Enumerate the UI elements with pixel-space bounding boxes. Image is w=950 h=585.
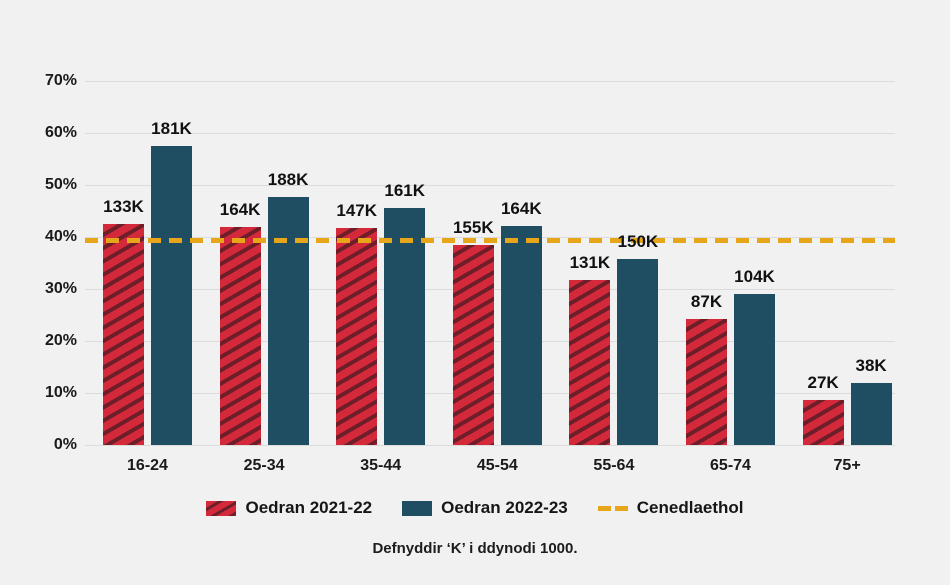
red-hatched-swatch-icon xyxy=(206,500,237,516)
bar-2021-22-65-74 xyxy=(686,318,727,445)
legend-label: Oedran 2021-22 xyxy=(245,498,373,517)
bar-2022-23-16-24 xyxy=(151,146,192,445)
bar-2021-22-55-64 xyxy=(569,280,611,445)
bar-2021-22-35-44 xyxy=(336,227,378,445)
bar-value-label: 27K xyxy=(807,372,839,392)
bar-value-label: 147K xyxy=(336,200,377,220)
bar-2022-23-75+ xyxy=(850,383,892,445)
gridline xyxy=(85,236,895,238)
bar-2022-23-65-74 xyxy=(734,294,775,445)
bar-value-label: 164K xyxy=(219,199,261,219)
gridline xyxy=(85,184,895,186)
bar-value-label: 131K xyxy=(569,253,611,273)
legend-item-2021-22: Oedran 2021-22 xyxy=(206,498,372,518)
bar-value-label: 155K xyxy=(452,217,494,237)
bar-2021-22-75+ xyxy=(802,399,844,445)
x-axis-category-label: 16-24 xyxy=(127,457,168,474)
gridline xyxy=(85,132,895,134)
x-axis-category-label: 45-54 xyxy=(476,457,518,474)
bar-value-label: 104K xyxy=(734,267,775,287)
bar-2022-23-35-44 xyxy=(384,207,426,445)
y-axis-tick-label: 0% xyxy=(53,436,77,453)
x-axis-category-label: 55-64 xyxy=(593,457,635,474)
teal-swatch-icon xyxy=(402,500,433,516)
legend-item-national: Cenedlaethol xyxy=(597,498,744,518)
x-axis-category-label: 65-74 xyxy=(710,457,751,474)
bar-2022-23-45-54 xyxy=(500,225,542,445)
x-axis-category-label: 75+ xyxy=(833,457,861,474)
bar-2022-23-25-34 xyxy=(267,197,309,445)
bar-2021-22-16-24 xyxy=(103,224,144,445)
gridline xyxy=(85,444,895,446)
bar-value-label: 133K xyxy=(103,197,144,216)
y-axis-tick-label: 20% xyxy=(44,332,77,349)
legend-item-2022-23: Oedran 2022-23 xyxy=(402,498,568,518)
bar-value-label: 161K xyxy=(384,180,425,200)
orange-dash-swatch-icon xyxy=(597,505,628,511)
bar-value-label: 181K xyxy=(151,119,192,138)
x-axis-category-label: 35-44 xyxy=(360,457,402,474)
y-axis: 0% 10% 20% 30% 40% 50% 60% 70% xyxy=(0,72,77,453)
plot-area: 133K 181K 16-24 164K 188K 25-34 147K 161K 35-44 1… xyxy=(85,80,895,474)
legend: Oedran 2021-22 Oedran 2022-23 Cenedlaeth… xyxy=(0,498,950,518)
y-axis-tick-label: 50% xyxy=(44,176,77,193)
bar-2022-23-55-64 xyxy=(617,259,659,445)
bar-2021-22-45-54 xyxy=(452,244,494,445)
footnote: Defnyddir ‘K’ i ddynodi 1000. xyxy=(372,540,578,557)
x-axis-category-label: 25-34 xyxy=(243,457,285,474)
y-axis-tick-label: 60% xyxy=(44,124,77,141)
y-axis-tick-label: 30% xyxy=(44,280,77,297)
y-axis-tick-label: 70% xyxy=(44,72,77,89)
bar-value-label: 150K xyxy=(617,232,659,252)
legend-label: Oedran 2022-23 xyxy=(441,498,568,517)
bar-value-label: 87K xyxy=(690,291,723,311)
gridline xyxy=(85,80,895,82)
bar-value-label: 38K xyxy=(855,356,887,376)
legend-label: Cenedlaethol xyxy=(636,498,744,517)
bar-value-label: 164K xyxy=(500,198,542,218)
bar-2021-22-25-34 xyxy=(219,226,261,445)
national-reference-line xyxy=(85,237,895,243)
y-axis-tick-label: 40% xyxy=(44,228,77,245)
bar-value-label: 188K xyxy=(267,170,309,190)
y-axis-tick-label: 10% xyxy=(44,384,77,401)
